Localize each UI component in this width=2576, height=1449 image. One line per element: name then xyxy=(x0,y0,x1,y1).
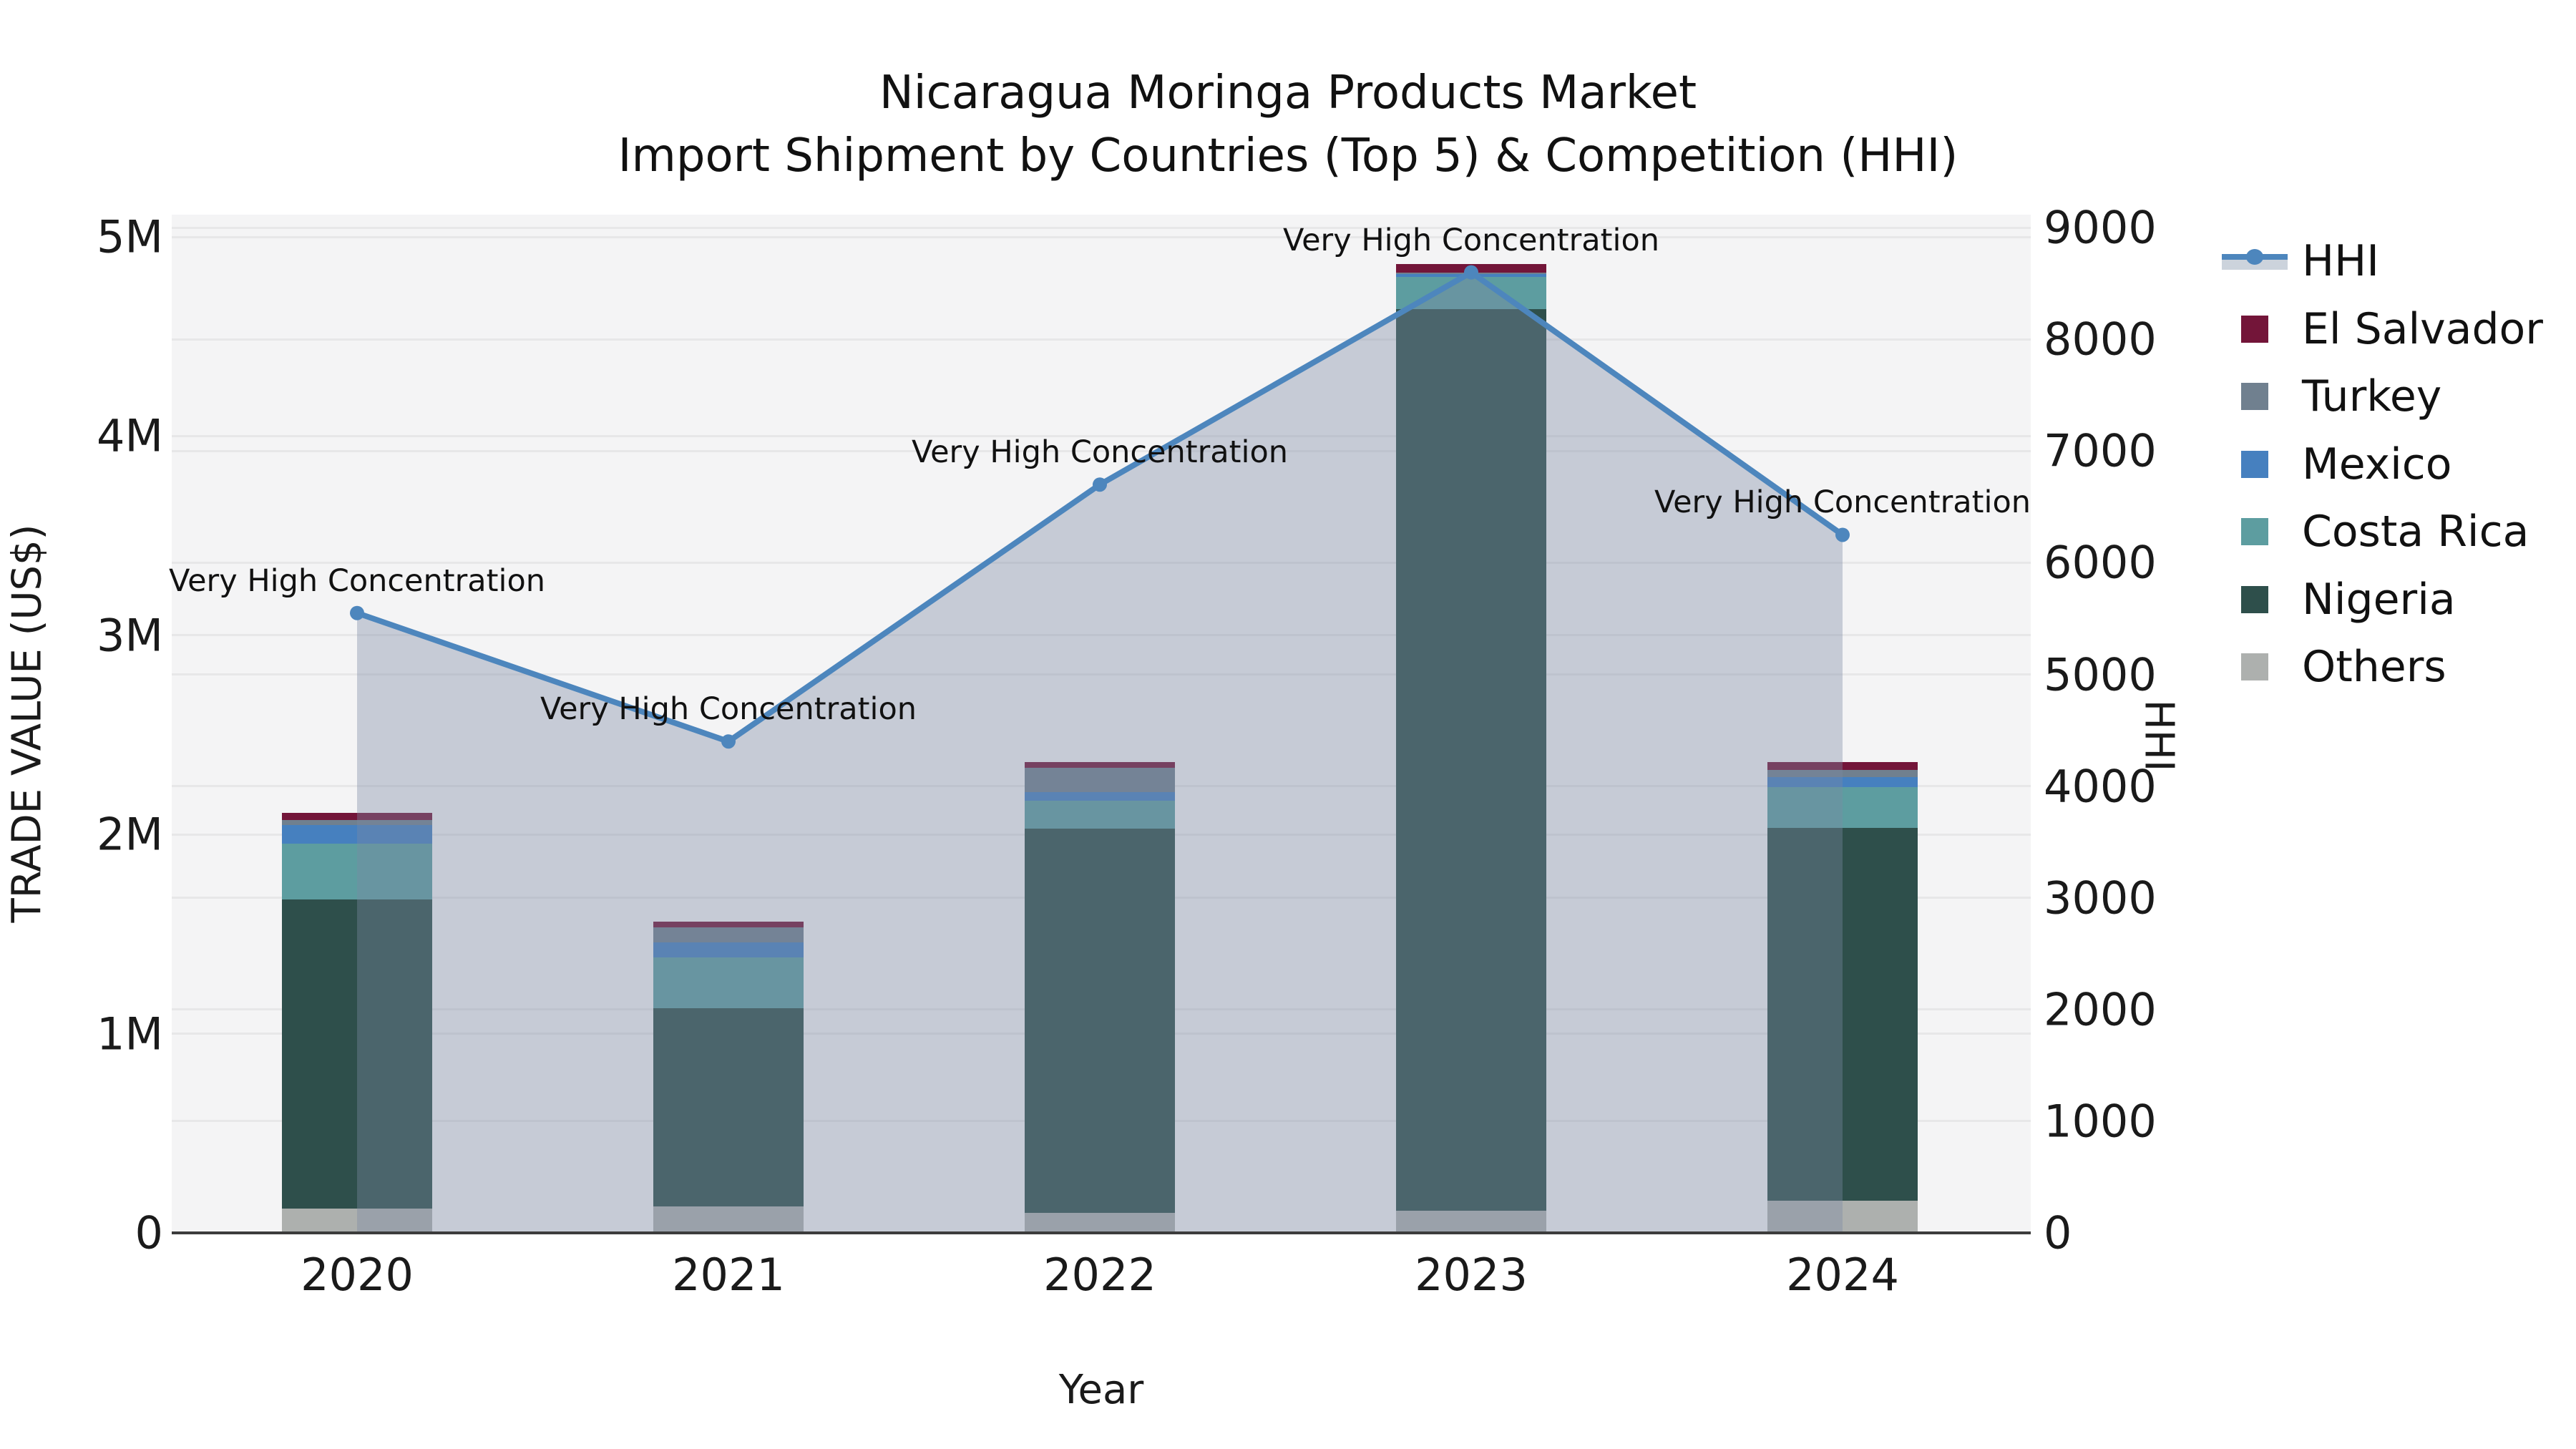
plot-area: Very High Concentration Very High Concent… xyxy=(168,215,2031,1234)
bar-costa-rica-2022 xyxy=(1025,801,1175,829)
x-tick-2023: 2023 xyxy=(1415,1249,1528,1301)
legend-label-el-salvador: El Salvador xyxy=(2302,303,2543,354)
bar-others-2022 xyxy=(1025,1213,1175,1233)
bar-turkey-2020 xyxy=(282,820,432,825)
legend-swatch-others xyxy=(2241,653,2268,680)
y-right-tick-5000: 5000 xyxy=(2044,648,2157,701)
bar-costa-rica-2020 xyxy=(282,843,432,899)
x-axis-title: Year xyxy=(1058,1367,1144,1413)
hhi-point-2024 xyxy=(1835,527,1850,542)
y-left-tick-4M: 4M xyxy=(97,409,163,462)
x-tick-2021: 2021 xyxy=(672,1249,785,1301)
legend-swatch-nigeria xyxy=(2241,585,2268,613)
bar-nigeria-2020 xyxy=(282,899,432,1209)
x-tick-2022: 2022 xyxy=(1043,1249,1156,1301)
chart-title-line-2: Import Shipment by Countries (Top 5) & C… xyxy=(618,130,1958,182)
bar-nigeria-2022 xyxy=(1025,828,1175,1214)
legend-swatch-mexico xyxy=(2241,450,2268,478)
hhi-point-2023 xyxy=(1464,265,1478,280)
y-left-tick-1M: 1M xyxy=(97,1008,163,1060)
annotation-2020: Very High Concentration xyxy=(168,562,546,599)
gridline-right-9000 xyxy=(172,226,2031,229)
hhi-point-2020 xyxy=(350,605,364,620)
gridline-left-4M xyxy=(172,434,2031,437)
bar-others-2024 xyxy=(1767,1200,1918,1233)
y-left-tick-2M: 2M xyxy=(97,808,163,861)
bar-mexico-2021 xyxy=(653,942,804,957)
annotation-2021: Very High Concentration xyxy=(540,691,917,728)
bar-others-2020 xyxy=(282,1209,432,1233)
y-right-tick-8000: 8000 xyxy=(2044,313,2157,366)
y-right-tick-7000: 7000 xyxy=(2044,424,2157,477)
bar-costa-rica-2021 xyxy=(653,957,804,1009)
legend-label-turkey: Turkey xyxy=(2302,371,2442,421)
bar-others-2023 xyxy=(1396,1210,1546,1233)
hhi-area-fill xyxy=(357,272,1843,1233)
y-left-tick-5M: 5M xyxy=(97,210,163,263)
hhi-overlay xyxy=(350,265,1850,1233)
gridline-right-7000 xyxy=(172,449,2031,452)
bar-costa-rica-2024 xyxy=(1767,787,1918,828)
legend-hhi-marker-icon xyxy=(2246,249,2263,265)
y-right-tick-3000: 3000 xyxy=(2044,872,2157,924)
bar-others-2021 xyxy=(653,1206,804,1233)
bar-turkey-2024 xyxy=(1767,769,1918,777)
legend-label-hhi: HHI xyxy=(2302,236,2379,286)
x-tick-2020: 2020 xyxy=(301,1249,414,1301)
y-axis-title-right: HHI xyxy=(2135,699,2182,772)
y-right-tick-4000: 4000 xyxy=(2044,760,2157,813)
hhi-point-2022 xyxy=(1093,477,1107,492)
gridline-right-5000 xyxy=(172,673,2031,676)
y-right-tick-9000: 9000 xyxy=(2044,201,2157,254)
bar-el-salvador-2020 xyxy=(282,813,432,821)
gridline-left-5M xyxy=(172,235,2031,238)
legend-label-others: Others xyxy=(2302,642,2446,692)
y-axis-title-left: TRADE VALUE (US$) xyxy=(4,524,51,923)
gridline-right-6000 xyxy=(172,561,2031,564)
y-right-tick-0: 0 xyxy=(2044,1206,2072,1259)
bar-mexico-2024 xyxy=(1767,776,1918,788)
bar-nigeria-2021 xyxy=(653,1008,804,1206)
annotation-2022: Very High Concentration xyxy=(911,434,1289,471)
bar-nigeria-2023 xyxy=(1396,309,1546,1211)
bar-turkey-2022 xyxy=(1025,767,1175,793)
legend-swatch-turkey xyxy=(2241,383,2268,410)
x-axis-spine xyxy=(172,1231,2031,1234)
y-left-tick-3M: 3M xyxy=(97,609,163,662)
legend-label-costa-rica: Costa Rica xyxy=(2302,507,2529,557)
legend-label-nigeria: Nigeria xyxy=(2302,574,2456,625)
bar-el-salvador-2022 xyxy=(1025,762,1175,768)
legend-label-mexico: Mexico xyxy=(2302,439,2452,489)
bar-el-salvador-2024 xyxy=(1767,761,1918,770)
legend-swatch-el-salvador xyxy=(2241,315,2268,343)
gridline-right-8000 xyxy=(172,338,2031,341)
x-tick-2024: 2024 xyxy=(1786,1249,1899,1301)
bar-mexico-2020 xyxy=(282,824,432,844)
annotation-2023: Very High Concentration xyxy=(1282,222,1660,258)
bar-el-salvador-2021 xyxy=(653,922,804,928)
bar-nigeria-2024 xyxy=(1767,827,1918,1201)
hhi-point-2021 xyxy=(721,734,736,749)
chart-title-line-1: Nicaragua Moringa Products Market xyxy=(879,67,1697,119)
legend-swatch-costa-rica xyxy=(2241,518,2268,545)
bar-mexico-2022 xyxy=(1025,792,1175,801)
annotation-2024: Very High Concentration xyxy=(1654,484,2031,521)
y-right-tick-2000: 2000 xyxy=(2044,983,2157,1036)
y-right-tick-1000: 1000 xyxy=(2044,1095,2157,1148)
y-right-tick-6000: 6000 xyxy=(2044,536,2157,589)
gridline-left-3M xyxy=(172,634,2031,637)
chart-title: Nicaragua Moringa Products Market Import… xyxy=(0,62,2576,187)
bar-turkey-2021 xyxy=(653,927,804,943)
y-left-tick-0: 0 xyxy=(135,1206,163,1259)
